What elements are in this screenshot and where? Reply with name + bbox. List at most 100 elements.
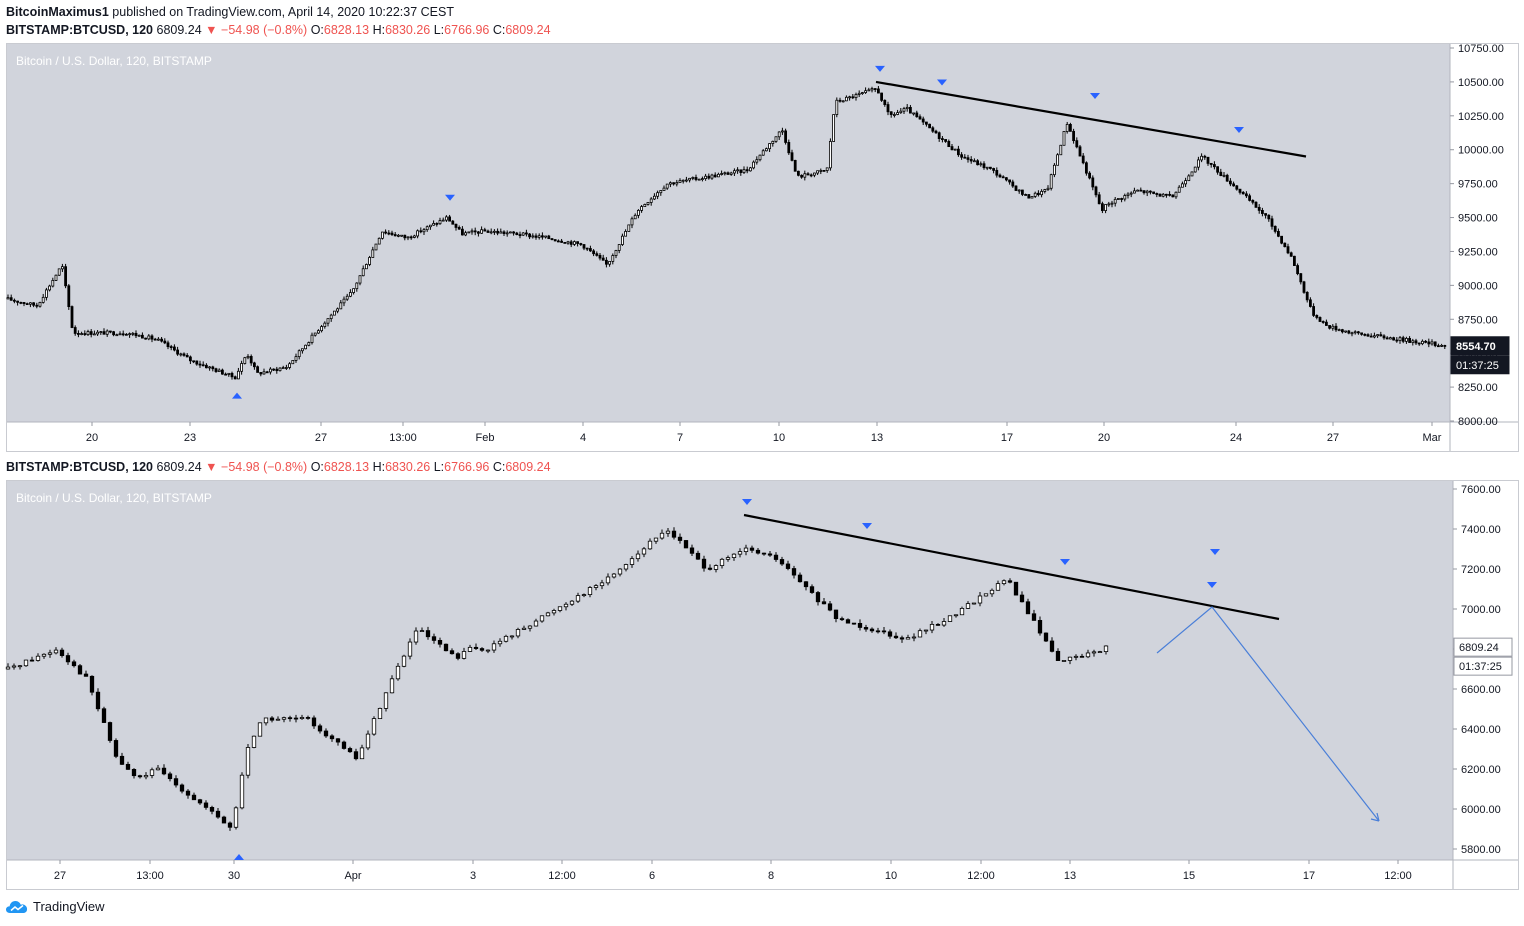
candle-body [125, 333, 128, 336]
candle-body [819, 170, 823, 172]
candle-body [1206, 156, 1210, 164]
candle-body [163, 340, 167, 344]
candle-body [947, 141, 951, 148]
candle-body [1421, 340, 1424, 345]
candle-body [413, 630, 419, 643]
candle-body [995, 583, 1001, 591]
candle-body [64, 266, 67, 287]
candle-body [921, 118, 925, 123]
price-chart-bottom[interactable]: Bitcoin / U.S. Dollar, 120, BITSTAMP 7600… [5, 481, 1518, 889]
candle-body [886, 104, 890, 113]
low-label: L: [433, 460, 445, 474]
candle-body [681, 179, 685, 182]
candle-body [845, 619, 851, 624]
candle-body [608, 260, 611, 265]
candle-body [156, 338, 160, 341]
candle-body [209, 807, 215, 812]
author-name[interactable]: BitcoinMaximus1 [6, 5, 109, 19]
swing-high-marker [1090, 93, 1100, 100]
candle-body [134, 332, 138, 337]
candle-body [486, 230, 490, 233]
candle-body [1392, 337, 1395, 341]
candle-body [691, 177, 695, 179]
candle-body [438, 220, 442, 225]
candle-body [977, 595, 983, 604]
price-chart-top[interactable]: Bitcoin / U.S. Dollar, 120, BITSTAMP 1075… [6, 43, 1518, 451]
candle-body [1101, 203, 1104, 211]
candle-body [489, 231, 493, 234]
candle-body [867, 89, 871, 92]
candle-body [22, 302, 26, 305]
footer-brand[interactable]: TradingView [33, 899, 105, 914]
projected-high-marker [1207, 582, 1217, 588]
candle-body [551, 610, 557, 614]
candle-body [509, 635, 515, 638]
chart-panel-top[interactable]: Bitcoin / U.S. Dollar, 120, BITSTAMP 1075… [6, 43, 1519, 452]
candle-body [581, 594, 587, 597]
candle-body [1382, 335, 1386, 339]
candle-body [128, 333, 131, 336]
candle-body [1216, 166, 1219, 173]
candle-body [11, 665, 17, 668]
candle-body [697, 178, 701, 181]
symbol-name[interactable]: BITSTAMP:BTCUSD, 120 [6, 23, 154, 37]
last-price: 6809.24 [156, 460, 202, 474]
chart-panel-bottom[interactable]: Bitcoin / U.S. Dollar, 120, BITSTAMP 7600… [5, 480, 1519, 890]
countdown-label-bg [1450, 355, 1510, 375]
tradingview-cloud-icon[interactable] [6, 900, 28, 914]
candle-body [755, 549, 761, 554]
candle-body [863, 627, 869, 630]
candle-body [65, 655, 71, 663]
candle-body [6, 297, 10, 300]
candle-body [1184, 180, 1187, 185]
candle-body [406, 236, 410, 239]
candle-body [989, 589, 995, 595]
candle-body [109, 330, 112, 333]
swing-high-marker [937, 79, 947, 86]
candle-body [813, 172, 816, 176]
candle-body [902, 108, 906, 112]
candle-body [45, 289, 48, 298]
candle-body [173, 778, 179, 786]
candle-body [1168, 193, 1171, 196]
symbol-name[interactable]: BITSTAMP:BTCUSD, 120 [6, 460, 154, 474]
candle-body [1008, 179, 1011, 183]
candle-body [428, 224, 432, 228]
candle-body [166, 342, 170, 347]
candle-body [1091, 177, 1095, 188]
candle-body [1200, 155, 1203, 161]
candle-body [1318, 317, 1322, 322]
candle-body [971, 602, 977, 605]
candle-body [851, 622, 857, 625]
down-arrow-icon: ▼ [205, 460, 218, 474]
candle-body [653, 195, 656, 200]
candle-body [1155, 193, 1159, 195]
candle-body [275, 718, 281, 721]
candle-body [197, 799, 203, 804]
candle-body [233, 376, 237, 380]
candle-body [182, 353, 186, 356]
y-tick-label: 9250.00 [1458, 246, 1498, 258]
candle-body [815, 592, 821, 603]
candle-body [1232, 183, 1235, 187]
candle-body [35, 304, 39, 307]
candle-body [143, 775, 149, 778]
candle-body [1427, 341, 1431, 345]
candle-body [832, 114, 835, 142]
candle-body [541, 235, 544, 238]
candle-body [1049, 174, 1053, 189]
candle-body [150, 335, 154, 340]
candle-body [1302, 281, 1306, 293]
candle-body [441, 219, 445, 222]
candle-body [678, 180, 682, 183]
last-price-label-bg [1453, 637, 1513, 657]
candle-body [915, 112, 919, 118]
candle-body [230, 372, 234, 378]
candle-body [774, 136, 778, 142]
x-tick-label: 23 [184, 432, 196, 444]
candle-body [768, 143, 771, 150]
candle-body [384, 231, 388, 234]
y-tick-label: 8000.00 [1458, 416, 1498, 428]
candle-body [281, 367, 285, 369]
candle-body [1103, 645, 1109, 653]
